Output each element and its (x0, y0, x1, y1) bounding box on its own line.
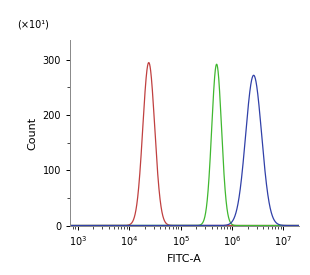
X-axis label: FITC-A: FITC-A (167, 254, 202, 264)
Y-axis label: Count: Count (27, 116, 37, 150)
Text: (×10¹): (×10¹) (17, 19, 49, 29)
